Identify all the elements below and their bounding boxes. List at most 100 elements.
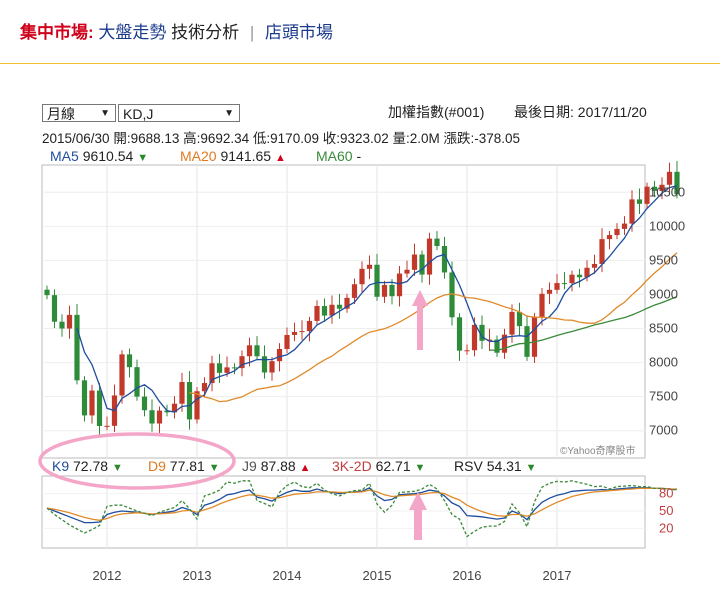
3k2d-value: 62.71 <box>375 458 411 474</box>
candle-body <box>344 297 350 309</box>
nav-technical-analysis: 技術分析 <box>171 23 240 42</box>
d9-legend: D9 77.81 ▼ <box>148 458 220 474</box>
period-select[interactable]: 月線 ▼ <box>42 104 116 122</box>
ma5-down-icon: ▼ <box>137 152 149 164</box>
candle-body <box>411 254 418 270</box>
candle-body <box>494 339 500 353</box>
indicator-select[interactable]: KD,J ▼ <box>118 104 240 122</box>
x-tick-label: 2012 <box>93 568 122 583</box>
ma5-label: MA5 <box>50 148 79 164</box>
ma60-legend: MA60 - <box>316 148 361 164</box>
candle-body <box>126 354 133 368</box>
3k2d-down-icon: ▼ <box>414 462 426 474</box>
candle-body <box>164 410 170 413</box>
candle-body <box>366 264 373 269</box>
ma20-value: 9141.65 <box>220 148 272 164</box>
candle-body <box>651 186 658 191</box>
chevron-down-icon: ▼ <box>100 108 110 119</box>
candle-body <box>614 228 620 236</box>
y-tick-label: 7500 <box>649 389 678 404</box>
ma5-line <box>76 185 678 413</box>
candle-body <box>561 283 568 285</box>
candle-body <box>156 410 163 424</box>
ma5-value: 9610.54 <box>82 148 134 164</box>
y-tick-label: 10000 <box>649 218 685 233</box>
last-date: 最後日期: 2017/11/20 <box>514 104 647 120</box>
y-tick-label: 8000 <box>649 355 678 370</box>
quote-line: 2015/06/30 開:9688.13 高:9692.34 低:9170.09… <box>42 131 521 146</box>
candle-body <box>51 295 58 322</box>
y-tick-label: 10500 <box>649 184 685 199</box>
rsv-legend: RSV 54.31 ▼ <box>454 458 537 474</box>
candle-body <box>239 356 245 369</box>
market-nav: 集中市場: 大盤走勢 技術分析 | 店頭市場 <box>20 18 333 43</box>
candle-body <box>299 331 305 333</box>
period-select-value: 月線 <box>47 106 75 122</box>
candle-body <box>186 382 193 420</box>
kd-tick-label: 80 <box>659 486 673 501</box>
k9-label: K9 <box>52 458 70 474</box>
nav-link-market-trend[interactable]: 大盤走勢 <box>98 23 167 42</box>
candle-body <box>269 361 275 373</box>
candle-body <box>336 304 343 309</box>
d9-down-icon: ▼ <box>208 462 220 474</box>
j9-label: J9 <box>242 458 257 474</box>
candle-body <box>96 390 103 426</box>
3k2d-legend: 3K-2D 62.71 ▼ <box>332 458 425 474</box>
candle-body <box>531 317 538 357</box>
indicator-select-value: KD,J <box>123 106 154 122</box>
ma60-value: - <box>356 148 362 164</box>
ma20-legend: MA20 9141.65 ▲ <box>180 148 286 164</box>
nav-current-market: 集中市場: <box>20 23 94 42</box>
candle-body <box>216 363 223 373</box>
candle-body <box>201 383 208 392</box>
j9-value: 87.88 <box>260 458 296 474</box>
candle-body <box>636 199 643 204</box>
candle-body <box>66 314 73 329</box>
candle-body <box>644 186 650 204</box>
candle-body <box>59 321 65 329</box>
ma60-label: MA60 <box>316 148 353 164</box>
nav-link-otc-market[interactable]: 店頭市場 <box>265 23 334 42</box>
kd-tick-label: 50 <box>659 503 673 518</box>
x-tick-label: 2014 <box>273 568 302 583</box>
candle-body <box>569 274 575 284</box>
price-panel-frame <box>41 164 646 459</box>
candle-body <box>194 391 200 420</box>
ma60-line <box>489 295 678 352</box>
candle-body <box>276 348 283 362</box>
candle-body <box>524 326 530 357</box>
candle-body <box>119 354 125 396</box>
rsv-label: RSV <box>454 458 483 474</box>
y-tick-label: 9500 <box>649 252 678 267</box>
k9-value: 72.78 <box>73 458 109 474</box>
candle-body <box>284 334 290 349</box>
candle-body <box>306 320 313 332</box>
candle-body <box>426 238 433 275</box>
candle-body <box>441 246 448 273</box>
candle-body <box>599 239 605 264</box>
pink-arrow-up-icon <box>412 290 428 350</box>
rsv-down-icon: ▼ <box>525 462 537 474</box>
x-tick-label: 2017 <box>543 568 572 583</box>
candle-body <box>329 304 335 316</box>
candle-body <box>171 403 178 413</box>
d9-label: D9 <box>148 458 166 474</box>
candle-body <box>321 306 328 316</box>
3k2d-label: 3K-2D <box>332 458 372 474</box>
ma5-legend: MA5 9610.54 ▼ <box>50 148 148 164</box>
k9-legend: K9 72.78 ▼ <box>52 458 123 474</box>
candle-body <box>449 272 455 318</box>
candle-body <box>501 334 508 353</box>
rsv-value: 54.31 <box>486 458 522 474</box>
candle-body <box>576 274 583 278</box>
candle-body <box>74 314 80 381</box>
candle-body <box>404 269 410 274</box>
candle-body <box>81 380 88 416</box>
candle-body <box>629 199 635 224</box>
candle-body <box>44 289 50 296</box>
ma20-up-icon: ▲ <box>274 152 286 164</box>
candle-body <box>246 345 253 357</box>
candle-body <box>554 283 560 290</box>
